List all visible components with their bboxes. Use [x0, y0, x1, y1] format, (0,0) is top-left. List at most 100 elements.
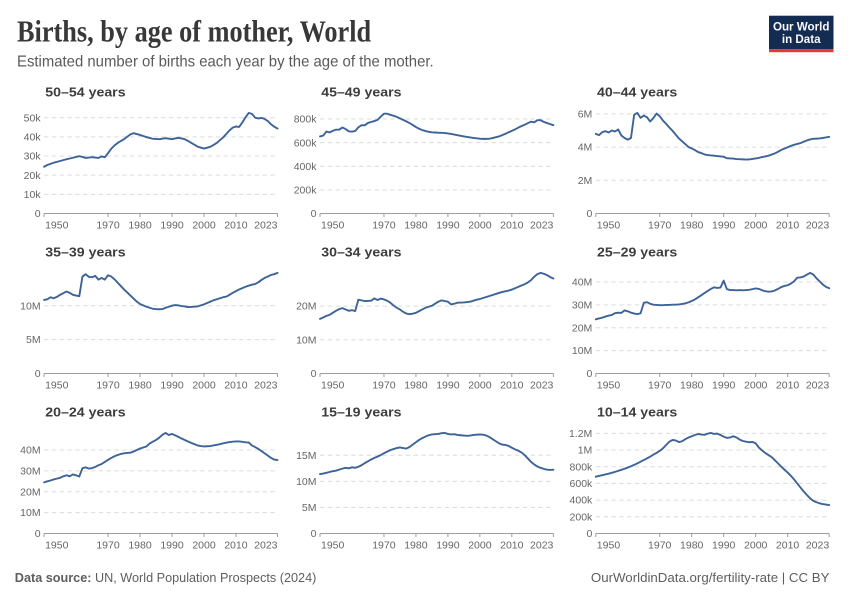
svg-text:15M: 15M: [296, 450, 316, 462]
svg-text:30–34 years: 30–34 years: [321, 245, 401, 259]
svg-text:0: 0: [586, 208, 592, 220]
svg-text:20k: 20k: [24, 170, 42, 182]
svg-text:1970: 1970: [648, 380, 672, 392]
svg-text:20–24 years: 20–24 years: [45, 405, 125, 419]
svg-text:2010: 2010: [224, 540, 248, 552]
svg-text:2000: 2000: [192, 540, 216, 552]
svg-text:600k: 600k: [570, 478, 594, 490]
svg-text:1980: 1980: [680, 540, 704, 552]
svg-text:1990: 1990: [436, 380, 460, 392]
svg-text:6M: 6M: [578, 109, 593, 121]
svg-text:2M: 2M: [578, 175, 593, 187]
svg-text:10k: 10k: [24, 189, 42, 201]
svg-text:2010: 2010: [500, 380, 524, 392]
svg-text:2023: 2023: [254, 380, 278, 392]
svg-text:2010: 2010: [224, 220, 248, 232]
svg-text:2000: 2000: [192, 220, 216, 232]
svg-text:20M: 20M: [572, 322, 592, 334]
svg-text:2010: 2010: [500, 540, 524, 552]
svg-text:1990: 1990: [712, 380, 736, 392]
svg-text:1970: 1970: [96, 540, 120, 552]
svg-text:1.2M: 1.2M: [569, 428, 592, 440]
svg-text:1980: 1980: [128, 220, 152, 232]
svg-text:10M: 10M: [296, 476, 316, 488]
svg-text:40M: 40M: [572, 277, 592, 289]
svg-text:1970: 1970: [96, 220, 120, 232]
svg-text:2000: 2000: [468, 380, 492, 392]
svg-text:20M: 20M: [296, 301, 316, 313]
svg-text:0: 0: [586, 368, 592, 380]
svg-text:1950: 1950: [45, 220, 69, 232]
svg-text:2010: 2010: [776, 220, 800, 232]
svg-text:1970: 1970: [372, 220, 396, 232]
svg-text:2023: 2023: [806, 380, 830, 392]
svg-text:5M: 5M: [302, 502, 317, 514]
svg-text:800k: 800k: [570, 461, 594, 473]
svg-text:1950: 1950: [45, 380, 69, 392]
svg-text:2010: 2010: [776, 380, 800, 392]
svg-text:2000: 2000: [192, 380, 216, 392]
svg-text:0: 0: [311, 368, 317, 380]
svg-text:1980: 1980: [404, 380, 428, 392]
svg-text:2000: 2000: [468, 540, 492, 552]
svg-text:400k: 400k: [570, 495, 594, 507]
svg-text:600k: 600k: [294, 137, 318, 149]
svg-text:2023: 2023: [530, 380, 554, 392]
svg-text:2010: 2010: [500, 220, 524, 232]
svg-text:10–14 years: 10–14 years: [597, 405, 677, 419]
svg-text:2023: 2023: [254, 220, 278, 232]
svg-text:10M: 10M: [296, 334, 316, 346]
svg-text:35–39 years: 35–39 years: [45, 245, 125, 259]
svg-text:1980: 1980: [680, 380, 704, 392]
svg-text:Births, by age of mother, Worl: Births, by age of mother, World: [17, 16, 371, 49]
svg-text:50k: 50k: [24, 112, 42, 124]
svg-text:Our World: Our World: [773, 21, 829, 34]
svg-text:1950: 1950: [597, 540, 621, 552]
svg-text:2023: 2023: [806, 220, 830, 232]
svg-text:1990: 1990: [160, 540, 184, 552]
svg-text:2000: 2000: [744, 540, 768, 552]
svg-text:200k: 200k: [570, 511, 594, 523]
svg-text:Estimated number of births eac: Estimated number of births each year by …: [17, 53, 434, 70]
svg-text:1990: 1990: [436, 220, 460, 232]
svg-text:1950: 1950: [321, 380, 345, 392]
svg-text:1950: 1950: [45, 540, 69, 552]
svg-text:1950: 1950: [597, 380, 621, 392]
svg-text:Data source: UN, World Populat: Data source: UN, World Population Prospe…: [15, 571, 317, 585]
svg-text:1950: 1950: [321, 540, 345, 552]
svg-text:1950: 1950: [597, 220, 621, 232]
svg-text:1990: 1990: [712, 220, 736, 232]
svg-text:200k: 200k: [294, 184, 318, 196]
svg-text:45–49 years: 45–49 years: [321, 85, 401, 99]
svg-text:OurWorldinData.org/fertility-r: OurWorldinData.org/fertility-rate | CC B…: [591, 570, 830, 585]
svg-text:2010: 2010: [776, 540, 800, 552]
svg-text:15–19 years: 15–19 years: [321, 405, 401, 419]
svg-text:5M: 5M: [26, 334, 41, 346]
svg-text:1980: 1980: [404, 220, 428, 232]
svg-text:1980: 1980: [680, 220, 704, 232]
svg-text:2000: 2000: [744, 220, 768, 232]
svg-text:1970: 1970: [96, 380, 120, 392]
svg-text:2023: 2023: [254, 540, 278, 552]
svg-text:30M: 30M: [572, 300, 592, 312]
svg-text:40M: 40M: [20, 445, 40, 457]
svg-text:0: 0: [35, 368, 41, 380]
svg-text:2023: 2023: [530, 540, 554, 552]
svg-text:2023: 2023: [806, 540, 830, 552]
svg-text:1980: 1980: [404, 540, 428, 552]
svg-text:40–44 years: 40–44 years: [597, 85, 677, 99]
svg-text:2023: 2023: [530, 220, 554, 232]
svg-text:in Data: in Data: [782, 33, 821, 46]
svg-text:10M: 10M: [20, 300, 40, 312]
svg-text:10M: 10M: [20, 507, 40, 519]
svg-text:0: 0: [586, 528, 592, 540]
svg-text:400k: 400k: [294, 161, 318, 173]
svg-text:1990: 1990: [160, 380, 184, 392]
svg-text:25–29 years: 25–29 years: [597, 245, 677, 259]
svg-text:10M: 10M: [572, 345, 592, 357]
svg-text:2000: 2000: [468, 220, 492, 232]
svg-text:1970: 1970: [648, 540, 672, 552]
svg-text:1970: 1970: [372, 380, 396, 392]
svg-text:30M: 30M: [20, 465, 40, 477]
svg-text:0: 0: [35, 528, 41, 540]
